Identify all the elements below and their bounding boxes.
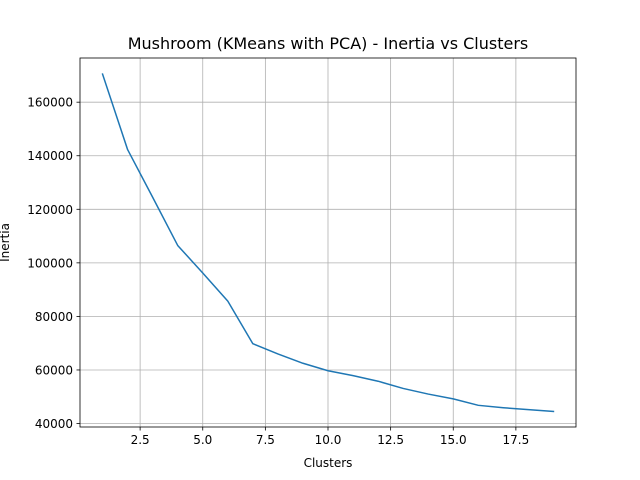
y-tick-label: 140000 (27, 149, 73, 163)
grid (80, 58, 576, 427)
series-layer (101, 73, 555, 413)
x-tick-label: 5.0 (193, 433, 212, 447)
y-axis: 40000 60000 80000 100000 120000 140000 160000 (27, 96, 80, 431)
y-axis-label: Inertia (0, 223, 12, 262)
x-axis: 2.5 5.0 7.5 10.0 12.5 15.0 17.5 (131, 427, 530, 447)
x-tick-label: 2.5 (131, 433, 150, 447)
x-tick-label: 17.5 (503, 433, 530, 447)
y-tick-label: 80000 (35, 310, 73, 324)
x-axis-label: Clusters (304, 456, 353, 470)
x-tick-label: 15.0 (440, 433, 467, 447)
y-tick-label: 100000 (27, 256, 73, 270)
y-tick-label: 120000 (27, 203, 73, 217)
chart-title: Mushroom (KMeans with PCA) - Inertia vs … (128, 34, 529, 53)
y-tick-label: 160000 (27, 96, 73, 110)
x-tick-label: 10.0 (315, 433, 342, 447)
x-tick-label: 7.5 (256, 433, 275, 447)
y-tick-label: 60000 (35, 363, 73, 377)
x-tick-label: 12.5 (377, 433, 404, 447)
inertia-series-line (101, 73, 555, 413)
y-tick-label: 40000 (35, 417, 73, 431)
